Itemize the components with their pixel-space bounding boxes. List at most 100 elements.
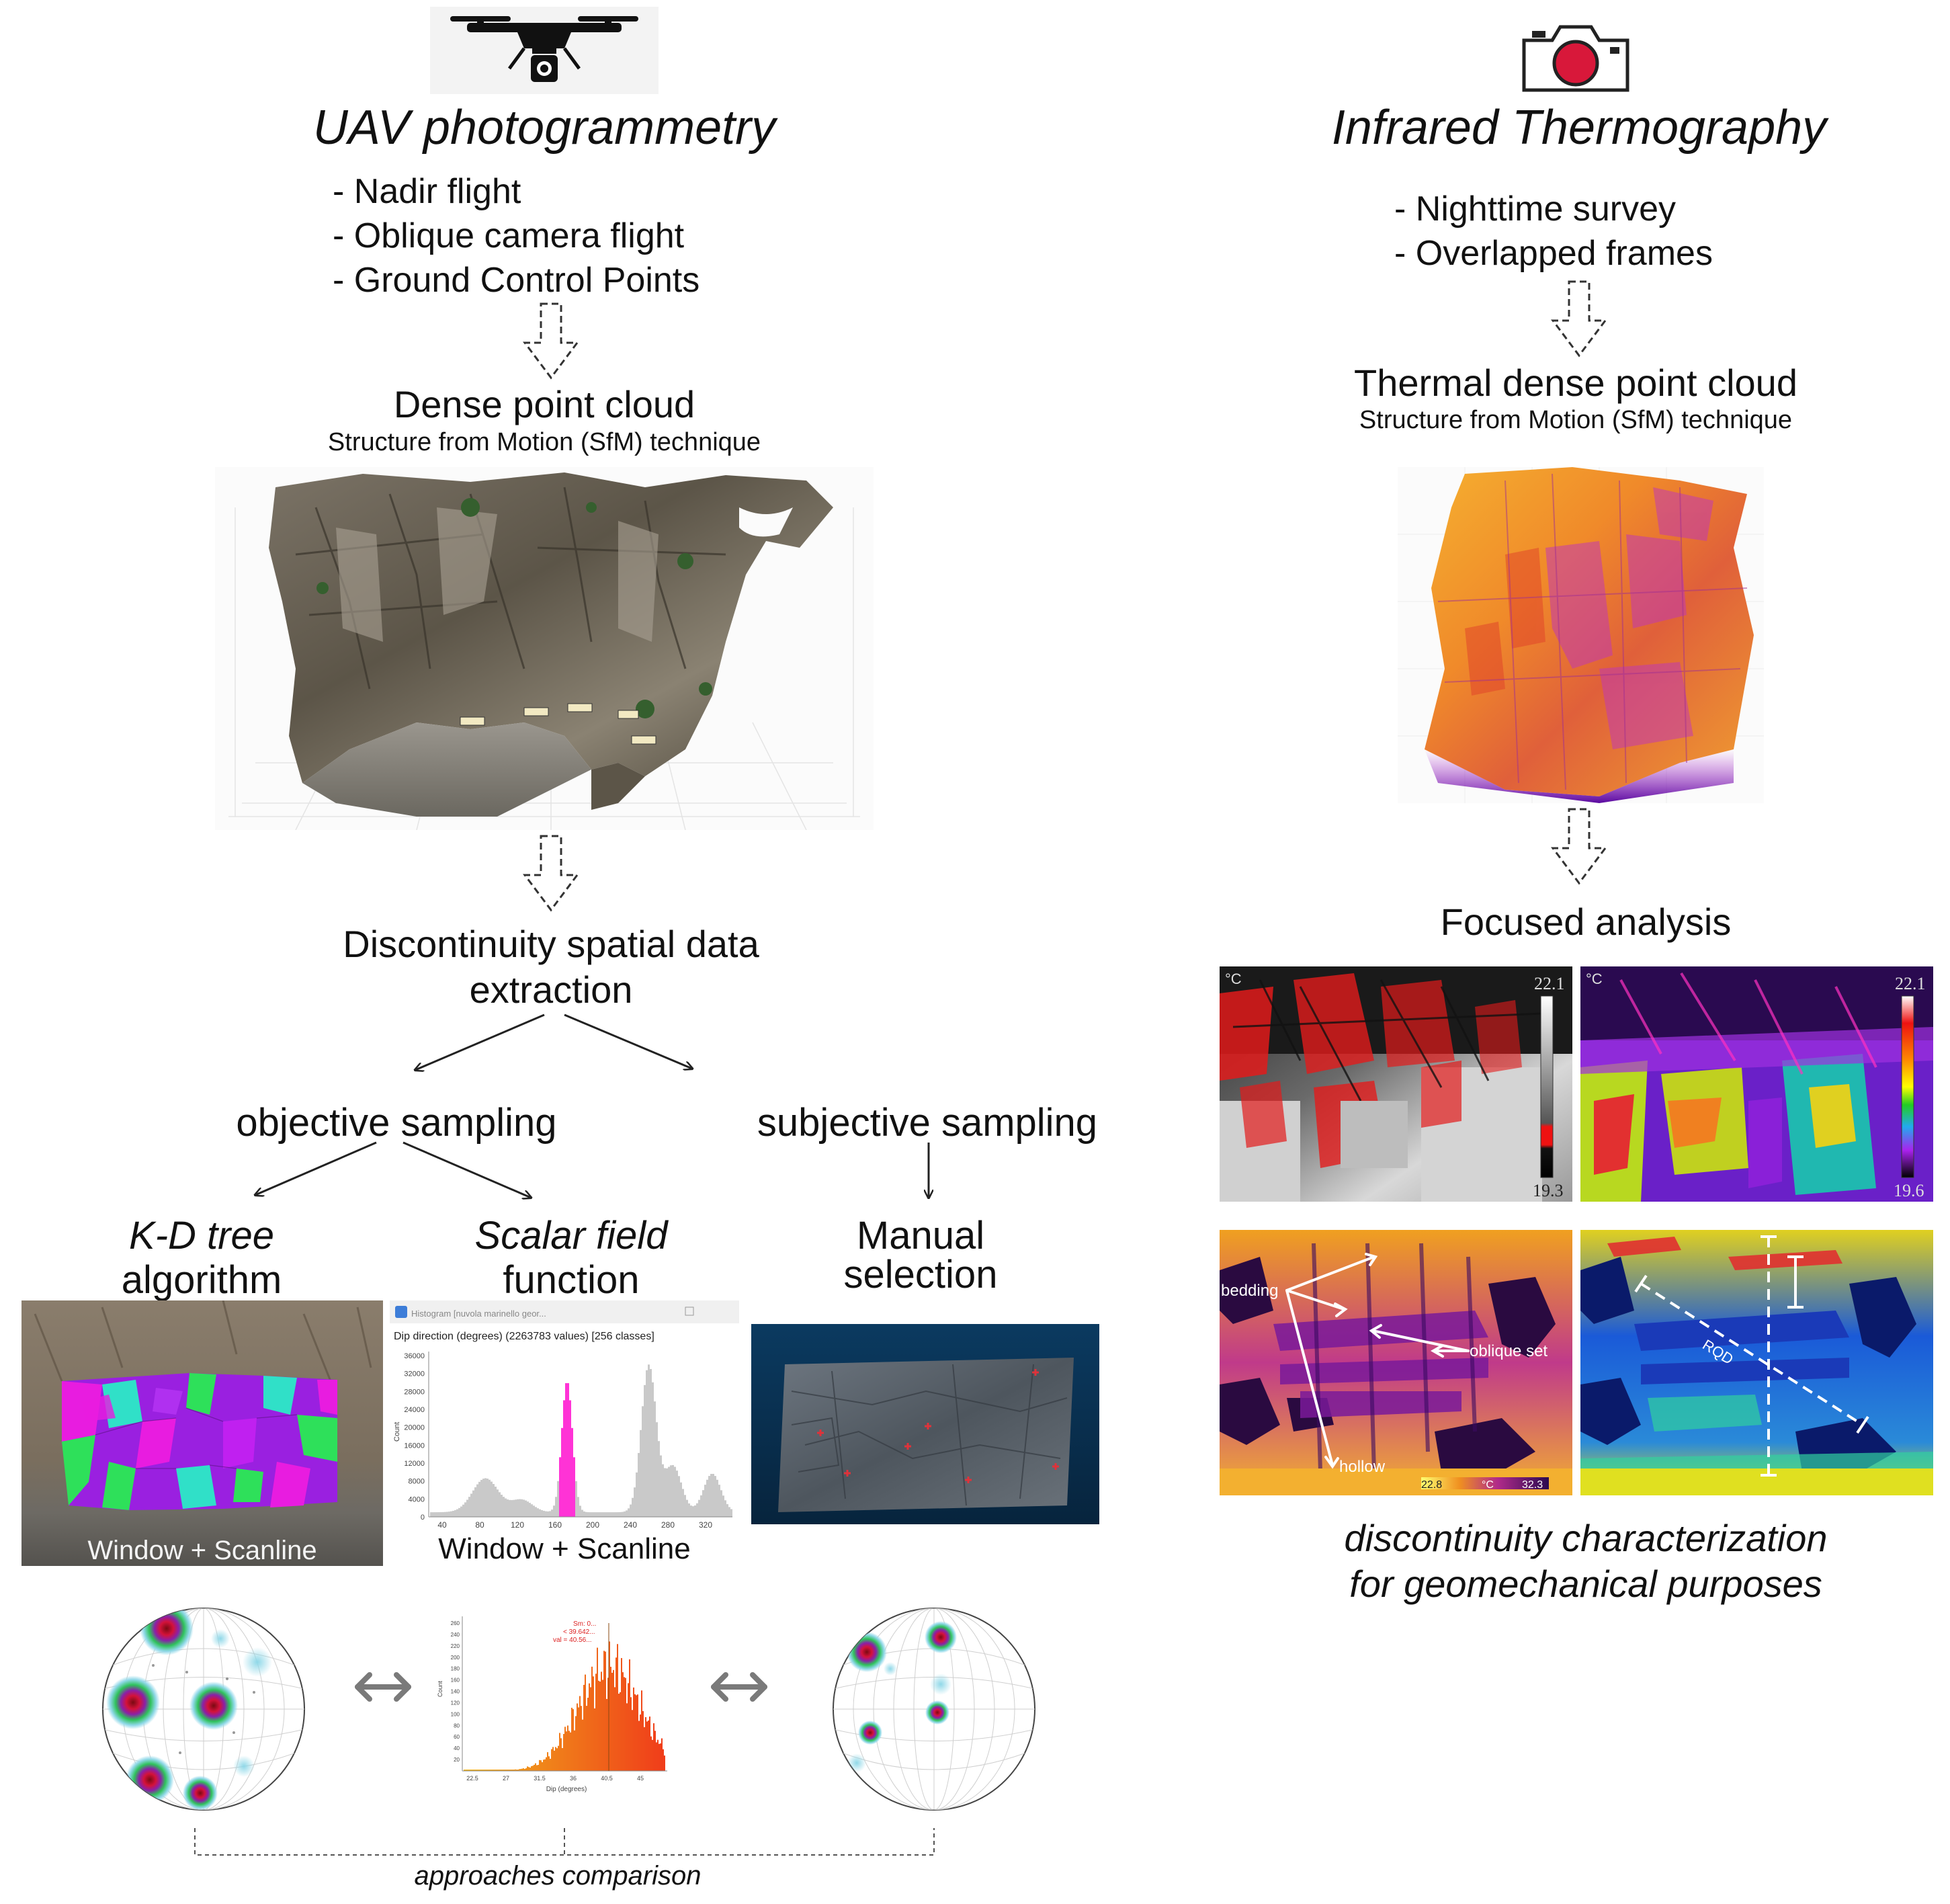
- histogram-bar: [503, 1770, 504, 1771]
- histogram-bar: [577, 1497, 579, 1517]
- y-tick-label: 12000: [404, 1460, 425, 1468]
- histogram-bar: [644, 1727, 645, 1771]
- y-tick-label: 240: [451, 1632, 460, 1638]
- histogram-bar: [680, 1482, 682, 1517]
- histogram-bar: [571, 1708, 573, 1771]
- histogram-bar: [637, 1694, 638, 1771]
- histogram-bar: [660, 1743, 661, 1771]
- histogram-bar: [726, 1504, 728, 1517]
- scalar-field-label: Scalar field: [474, 1214, 668, 1257]
- histogram-bar: [555, 1497, 557, 1517]
- histogram-bar: [430, 1512, 432, 1517]
- histogram-bar: [480, 1770, 481, 1771]
- bullet-item: - Overlapped frames: [1394, 234, 1713, 273]
- histogram-bar: [621, 1658, 622, 1771]
- histogram-bar: [474, 1487, 476, 1517]
- histogram-bar: [527, 1766, 528, 1771]
- histogram-bar: [438, 1512, 440, 1517]
- histogram-bar: [559, 1733, 560, 1771]
- histogram-bar: [501, 1770, 503, 1771]
- histogram-bar: [730, 1509, 732, 1517]
- y-tick-label: 28000: [404, 1388, 425, 1396]
- thermal-image-annotated-sets: bedding oblique set hollow 22.8 °C 32.3: [1220, 1230, 1572, 1495]
- histogram-bar: [460, 1506, 462, 1517]
- histogram-bar: [512, 1770, 513, 1771]
- histogram-bar: [509, 1770, 511, 1771]
- histogram-bar: [724, 1500, 726, 1517]
- histogram-bar: [513, 1770, 515, 1771]
- histogram-bar: [654, 1731, 656, 1771]
- drone-icon: [430, 7, 659, 94]
- histogram-bar: [630, 1697, 632, 1771]
- bar-unit-label: °C: [1482, 1479, 1494, 1491]
- histogram-bar: [555, 1747, 556, 1771]
- histogram-bar: [587, 1698, 589, 1771]
- histogram-bar: [575, 1716, 577, 1771]
- histogram-bar: [551, 1509, 553, 1517]
- histogram-bar: [668, 1466, 670, 1517]
- x-tick-label: 240: [624, 1520, 637, 1530]
- histogram-bar: [525, 1768, 527, 1771]
- histogram-bar: [505, 1770, 507, 1771]
- histogram-bar: [493, 1770, 495, 1771]
- histogram-bar: [481, 1770, 482, 1771]
- histogram-bar: [478, 1770, 480, 1771]
- histogram-bar: [611, 1512, 613, 1517]
- histogram-bar: [609, 1512, 611, 1517]
- histogram-bar: [642, 1711, 644, 1771]
- histogram-bar: [541, 1509, 543, 1517]
- histogram-bar: [565, 1383, 567, 1517]
- histogram-bar: [529, 1768, 531, 1771]
- histogram-bar: [590, 1687, 591, 1771]
- histogram-bar: [552, 1747, 554, 1771]
- histogram-bar: [523, 1768, 524, 1771]
- histogram-bar: [670, 1465, 672, 1517]
- histogram-bar: [501, 1495, 503, 1517]
- histogram-bar: [509, 1499, 511, 1517]
- bar-max-label: 32.3: [1522, 1479, 1543, 1491]
- histogram-bar: [480, 1479, 482, 1517]
- histogram-bar: [497, 1770, 499, 1771]
- y-tick-label: 220: [451, 1643, 460, 1649]
- histogram-bar: [661, 1738, 663, 1771]
- histogram-bar: [538, 1764, 539, 1771]
- histogram-bar: [561, 1427, 563, 1517]
- x-tick-label: 280: [661, 1520, 675, 1530]
- histogram-bar: [468, 1497, 470, 1517]
- dashed-arrow: [523, 835, 579, 912]
- manual-selection-image: [751, 1324, 1099, 1524]
- histogram-bar: [440, 1512, 442, 1517]
- histogram-bar: [692, 1506, 694, 1517]
- histogram-bar: [478, 1481, 480, 1517]
- histogram-bar: [542, 1762, 543, 1771]
- histogram-bar: [446, 1512, 448, 1517]
- oblique-set-label: oblique set: [1470, 1342, 1548, 1360]
- histogram-bar: [634, 1694, 636, 1771]
- histogram-bar: [567, 1383, 569, 1517]
- bullet-item: - Ground Control Points: [333, 261, 700, 300]
- histogram-bar: [720, 1490, 722, 1517]
- y-tick-label: 4000: [409, 1495, 425, 1503]
- histogram-bar: [539, 1760, 540, 1771]
- histogram-bar: [558, 1745, 559, 1771]
- histogram-bar: [564, 1727, 566, 1771]
- histogram-bar: [626, 1510, 628, 1517]
- histogram-bar: [492, 1770, 493, 1771]
- histogram-bar: [476, 1484, 478, 1517]
- histogram-bar: [636, 1695, 637, 1771]
- histogram-bar: [718, 1485, 720, 1517]
- bullet-item: - Nadir flight: [333, 172, 521, 211]
- histogram-bar: [491, 1770, 492, 1771]
- histogram-bar: [706, 1479, 708, 1517]
- histogram-bar: [603, 1512, 605, 1517]
- histogram-bar: [653, 1723, 654, 1771]
- histogram-bar: [515, 1769, 516, 1771]
- manual-selection-label: Manual: [856, 1214, 985, 1257]
- histogram-bar: [485, 1770, 486, 1771]
- thermal-cloud-subtitle: Structure from Motion (SfM) technique: [1359, 406, 1793, 434]
- window-maximize-icon[interactable]: [685, 1307, 694, 1316]
- histogram-bar: [674, 1466, 676, 1517]
- histogram-bar: [704, 1485, 706, 1517]
- histogram-bar: [650, 1736, 652, 1771]
- histogram-bar: [656, 1742, 657, 1771]
